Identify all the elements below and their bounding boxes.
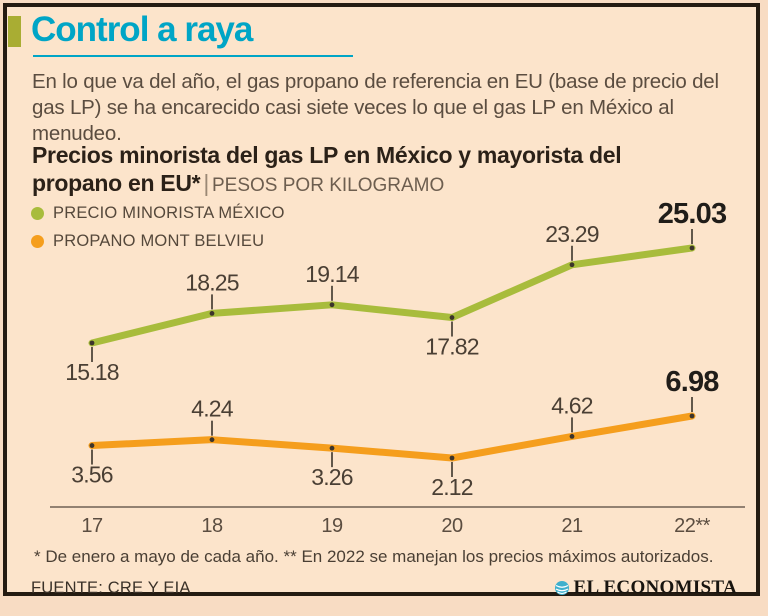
chart-title-bold: Precios minorista del gas LP en México y… (32, 142, 622, 196)
legend-dot-icon (31, 207, 44, 220)
title-underline (33, 55, 353, 57)
legend-dot-icon (31, 235, 44, 248)
legend-label: PROPANO MONT BELVIEU (53, 232, 265, 250)
chart-footnote: * De enero a mayo de cada año. ** En 202… (34, 547, 714, 566)
chart-legend: PRECIO MINORISTA MÉXICO PROPANO MONT BELV… (31, 204, 285, 251)
chart-title: Precios minorista del gas LP en México y… (32, 141, 662, 200)
chart-title-separator: | (203, 170, 209, 196)
globe-icon (554, 581, 569, 595)
intro-text: En lo que va del año, el gas propano de … (32, 70, 719, 145)
el-economista-logo: EL ECONOMISTA (554, 577, 738, 599)
legend-label: PRECIO MINORISTA MÉXICO (53, 204, 285, 222)
legend-item-0: PRECIO MINORISTA MÉXICO (31, 204, 285, 223)
logo-text: EL ECONOMISTA (573, 577, 737, 598)
chart-unit-label: PESOS POR KILOGRAMO (212, 175, 445, 196)
kicker-accent-block (8, 16, 21, 47)
page-title: Control a raya (31, 10, 253, 49)
legend-item-1: PROPANO MONT BELVIEU (31, 232, 285, 251)
source-bar: FUENTE: CRE Y EIA EL ECONOMISTA (31, 577, 737, 599)
source-label: FUENTE: CRE Y EIA (31, 578, 191, 597)
